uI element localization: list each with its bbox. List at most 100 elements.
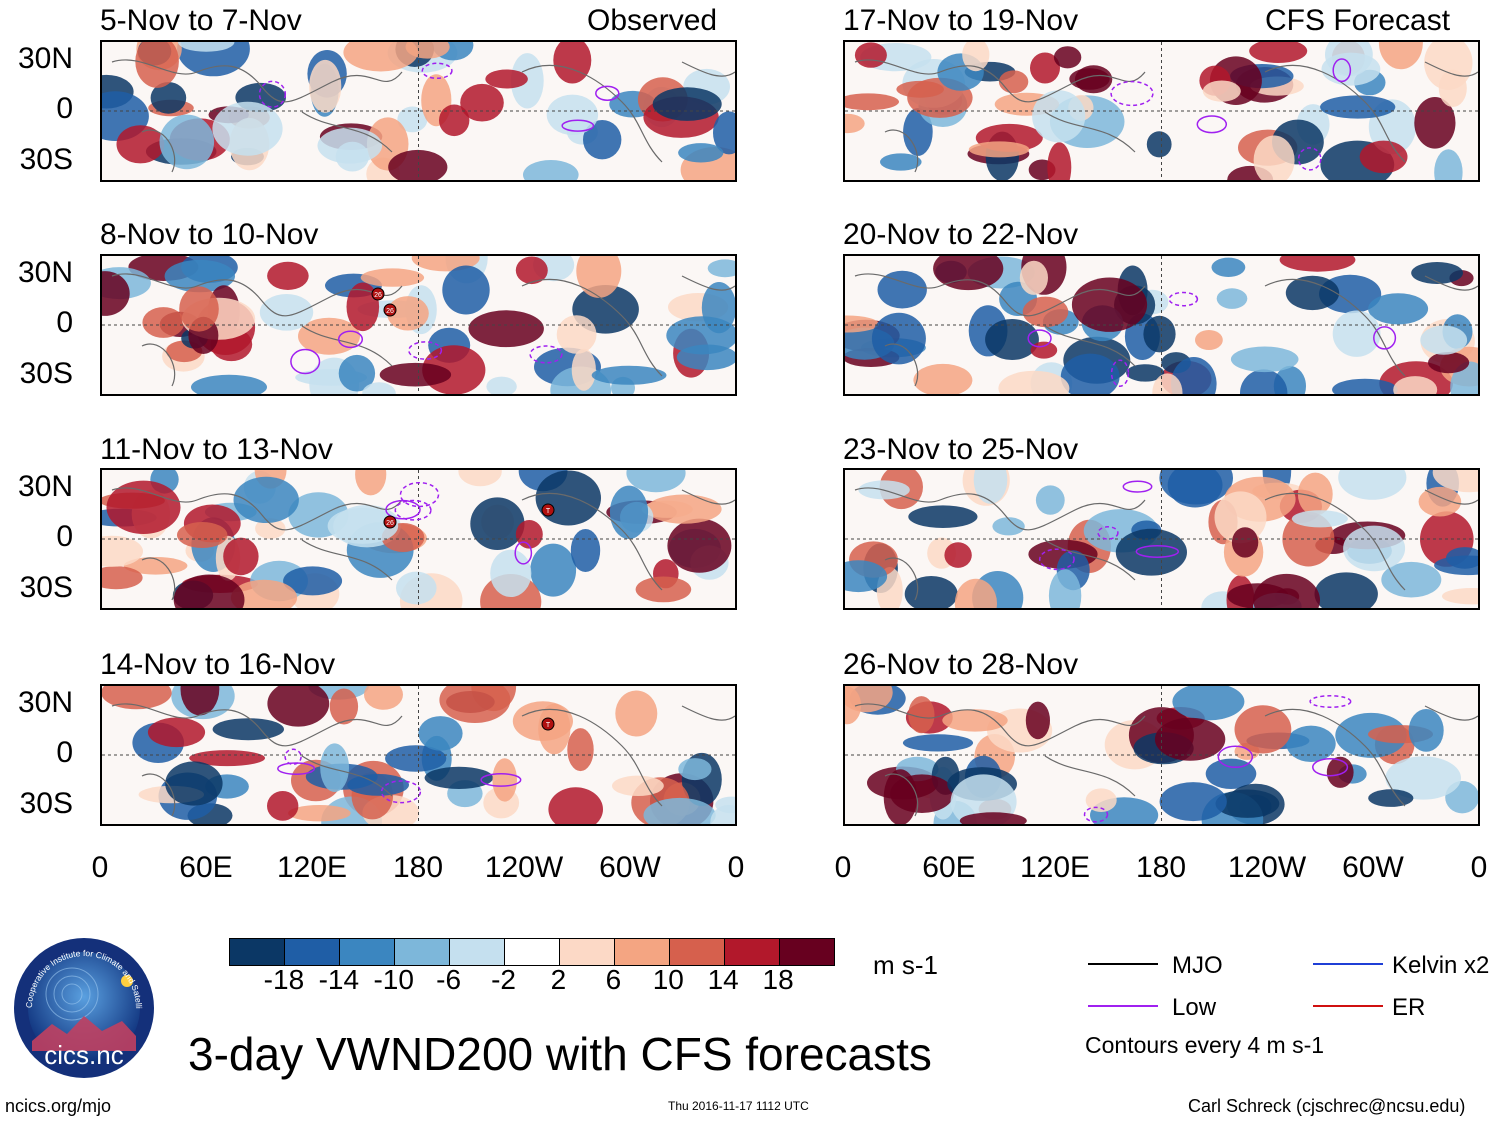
- anomaly-blob: [388, 149, 448, 180]
- anomaly-blob: [1048, 569, 1082, 608]
- anomaly-blob: [1035, 485, 1065, 515]
- anomaly-blob: [1171, 357, 1217, 394]
- anomaly-blob: [142, 307, 185, 338]
- anomaly-blob: [1167, 470, 1223, 508]
- x-tick-label: 60E: [179, 851, 233, 884]
- low-contour: [1038, 548, 1075, 571]
- x-tick-label: 60E: [922, 851, 976, 884]
- colorbar-label: 6: [605, 964, 622, 995]
- anomaly-blob: [845, 315, 879, 333]
- anomaly-blob: [1025, 701, 1050, 740]
- map-panel-obs-4: T: [100, 684, 737, 826]
- x-tick-label: 60W: [1342, 851, 1404, 884]
- anomaly-blob: [1234, 705, 1292, 754]
- anomaly-blob: [1438, 69, 1467, 107]
- low-contour: [1312, 757, 1349, 777]
- anomaly-blob: [1172, 686, 1245, 721]
- anomaly-blob: [553, 42, 592, 84]
- low-contour: [1027, 329, 1052, 348]
- low-contour: [399, 481, 440, 508]
- anomaly-blob: [233, 476, 299, 523]
- anomaly-blob: [102, 535, 143, 567]
- y-tick-label: 0: [56, 520, 73, 553]
- y-tick-label: 0: [56, 92, 73, 125]
- map-panel-fcst-4: [843, 684, 1480, 826]
- coastline: [854, 703, 1478, 817]
- panel-title-obs-1: 5-Nov to 7-Nov: [100, 4, 302, 37]
- anomaly-blob: [338, 354, 376, 392]
- anomaly-blob: [556, 315, 597, 354]
- map-panel-obs-1: [100, 40, 737, 182]
- anomaly-blob: [612, 775, 664, 796]
- anomaly-blob: [626, 470, 686, 493]
- anomaly-blob: [962, 42, 990, 72]
- anomaly-map: [845, 42, 1478, 180]
- anomaly-map: 26 26: [102, 256, 735, 394]
- anomaly-blob: [424, 766, 494, 789]
- anomaly-blob: [442, 265, 490, 315]
- footer-author: Carl Schreck (cjschrec@ncsu.edu): [1188, 1096, 1466, 1116]
- anomaly-blob: [845, 93, 899, 111]
- low-contour: [1168, 291, 1199, 307]
- storm-marker-label: 26: [386, 308, 394, 315]
- anomaly-blob: [255, 518, 286, 539]
- contour-note: Contours every 4 m s-1: [1085, 1032, 1325, 1058]
- anomaly-blob: [973, 470, 1008, 504]
- anomaly-blob: [913, 363, 973, 394]
- anomaly-blob: [1368, 789, 1414, 807]
- x-tick-label: 120E: [1019, 851, 1091, 884]
- anomaly-blob: [165, 761, 223, 806]
- low-contour: [1110, 80, 1154, 107]
- panel-title-obs-3: 11-Nov to 13-Nov: [100, 433, 333, 466]
- storm-marker-label: T: [546, 722, 551, 729]
- anomaly-blob: [283, 566, 343, 596]
- storm-marker: T: [541, 503, 555, 517]
- anomaly-blob: [102, 271, 130, 316]
- anomaly-blob: [1159, 782, 1227, 822]
- anomaly-map: [845, 256, 1478, 394]
- anomaly-blob: [845, 560, 888, 593]
- anomaly-blob: [1297, 472, 1333, 516]
- anomaly-blob: [954, 578, 997, 608]
- anomaly-blob: [904, 576, 958, 608]
- low-contour: [290, 348, 321, 375]
- y-tick-label: 0: [56, 736, 73, 769]
- anomaly-blob: [418, 716, 463, 751]
- anomaly-blob: [470, 497, 525, 550]
- anomaly-blob: [1152, 373, 1183, 394]
- anomaly-blob: [173, 574, 245, 608]
- anomaly-blob: [1446, 547, 1478, 569]
- low-contour: [561, 119, 595, 132]
- column-header-cfs-forecast: CFS Forecast: [1265, 4, 1451, 37]
- low-contour: [258, 80, 287, 108]
- legend-line-kelvin: [1313, 963, 1383, 965]
- anomaly-blob: [845, 113, 865, 134]
- panel-title-obs-4: 14-Nov to 16-Nov: [100, 648, 336, 681]
- x-tick-label: 0: [834, 851, 852, 884]
- anomaly-blob: [998, 70, 1029, 94]
- anomaly-blob: [1195, 330, 1223, 350]
- legend-line-low: [1088, 1005, 1158, 1007]
- cics-logo: Cooperative Institute for Climate and Sa…: [10, 928, 156, 1080]
- anomaly-blob: [1032, 90, 1086, 143]
- anomaly-blob: [1359, 140, 1408, 174]
- column-header-observed: Observed: [587, 4, 718, 37]
- anomaly-blob: [548, 787, 603, 824]
- anomaly-blob: [335, 141, 369, 172]
- panel-title-obs-2: 8-Nov to 10-Nov: [100, 218, 319, 251]
- anomaly-blob: [902, 734, 974, 752]
- anomaly-blob: [1332, 310, 1381, 357]
- colorbar-label: -14: [318, 964, 360, 995]
- anomaly-blob: [571, 348, 596, 391]
- anomaly-blob: [667, 518, 732, 573]
- low-contour: [1097, 526, 1119, 540]
- footer-url[interactable]: ncics.org/mjo: [5, 1096, 112, 1116]
- anomaly-blob: [468, 310, 544, 348]
- anomaly-blob: [189, 750, 265, 767]
- anomaly-blob: [1019, 260, 1048, 295]
- anomaly-blob: [1291, 510, 1348, 528]
- anomaly-map: [845, 470, 1478, 608]
- anomaly-blob: [180, 686, 220, 716]
- anomaly-blob: [1146, 131, 1172, 158]
- map-panel-obs-2: 26 26: [100, 254, 737, 396]
